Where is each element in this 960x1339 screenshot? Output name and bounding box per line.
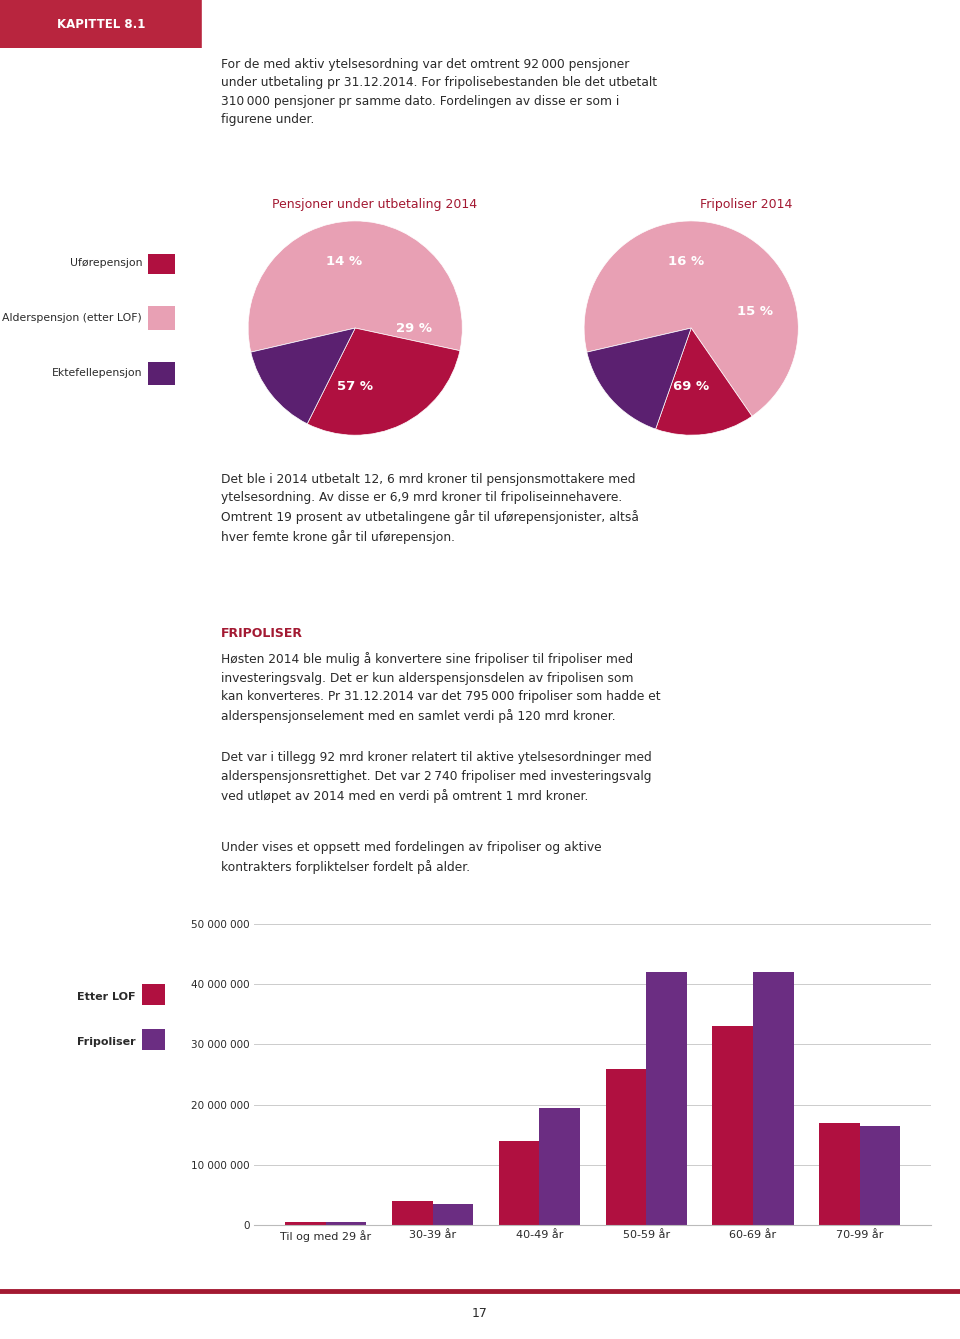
Text: Pensjoner under utbetaling 2014: Pensjoner under utbetaling 2014	[273, 198, 477, 212]
Wedge shape	[307, 328, 460, 435]
Text: 15 %: 15 %	[737, 305, 774, 319]
Text: 16 %: 16 %	[668, 256, 704, 268]
Bar	[325, 1223, 367, 1225]
Text: Uførepensjon: Uførepensjon	[69, 258, 142, 268]
Bar	[860, 1126, 900, 1225]
Bar	[646, 972, 686, 1225]
Wedge shape	[656, 328, 752, 435]
Text: For de med aktiv ytelsesordning var det omtrent 92 000 pensjoner
under utbetalin: For de med aktiv ytelsesordning var det …	[221, 58, 657, 126]
Bar	[753, 972, 794, 1225]
Wedge shape	[584, 221, 799, 416]
Bar	[499, 1141, 540, 1225]
Bar	[142, 1028, 164, 1050]
Text: 69 %: 69 %	[673, 380, 709, 394]
Bar	[392, 1201, 433, 1225]
Text: Det var i tillegg 92 mrd kroner relatert til aktive ytelsesordninger med
aldersp: Det var i tillegg 92 mrd kroner relatert…	[221, 751, 652, 802]
Text: 57 %: 57 %	[337, 380, 373, 394]
Bar	[142, 984, 164, 1004]
Text: Under vises et oppsett med fordelingen av fripoliser og aktive
kontrakters forpl: Under vises et oppsett med fordelingen a…	[221, 841, 601, 874]
Text: Alderspensjon (etter LOF): Alderspensjon (etter LOF)	[2, 313, 142, 323]
Text: YTELSESORDNINGER: YTELSESORDNINGER	[216, 17, 361, 31]
Bar	[148, 250, 175, 274]
Bar	[0, 0, 202, 48]
Bar	[540, 1107, 580, 1225]
Bar	[606, 1069, 646, 1225]
Text: Det ble i 2014 utbetalt 12, 6 mrd kroner til pensjonsmottakere med
ytelsesordnin: Det ble i 2014 utbetalt 12, 6 mrd kroner…	[221, 473, 638, 544]
Bar	[819, 1122, 860, 1225]
Text: 14 %: 14 %	[326, 256, 363, 268]
Bar	[148, 362, 175, 386]
Bar	[712, 1026, 753, 1225]
Text: 17: 17	[472, 1307, 488, 1320]
Text: KAPITTEL 8.1: KAPITTEL 8.1	[57, 17, 145, 31]
Text: 29 %: 29 %	[396, 321, 432, 335]
Text: Fripoliser: Fripoliser	[77, 1036, 135, 1047]
Text: Etter LOF: Etter LOF	[77, 992, 135, 1002]
Text: Fripoliser 2014: Fripoliser 2014	[700, 198, 793, 212]
Text: Høsten 2014 ble mulig å konvertere sine fripoliser til fripoliser med
investerin: Høsten 2014 ble mulig å konvertere sine …	[221, 652, 660, 723]
Bar	[433, 1204, 473, 1225]
Wedge shape	[251, 328, 355, 424]
Bar	[148, 307, 175, 329]
Bar	[285, 1223, 325, 1225]
Wedge shape	[587, 328, 691, 428]
Text: FRIPOLISER: FRIPOLISER	[221, 627, 302, 640]
Wedge shape	[248, 221, 463, 352]
Text: Ektefellepensjon: Ektefellepensjon	[52, 368, 142, 378]
